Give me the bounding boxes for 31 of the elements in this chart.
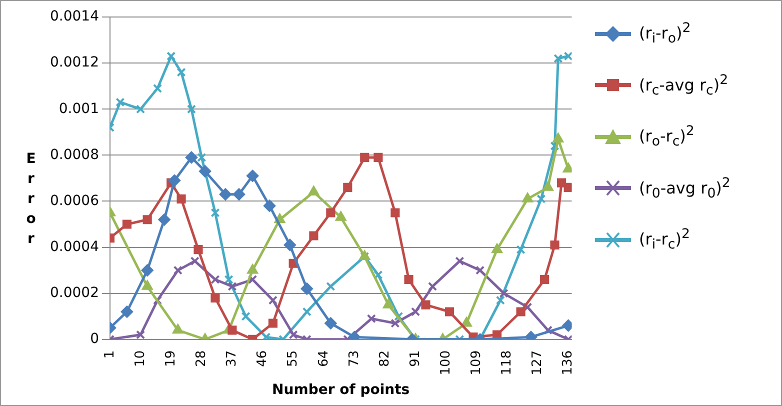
x-tick-label: 136 [560,350,576,376]
legend-label: (r$_{0}$-avg r$_{0}$)$^{2}$ [639,176,730,202]
x-tick-label: 1 [102,350,118,359]
y-tick-label: 0.0012 [50,54,99,71]
y-tick-label: 0.0008 [50,146,99,163]
y-tick-label: 0.0014 [50,8,100,25]
x-tick-label: 82 [377,350,392,367]
x-tick-label: 19 [163,350,178,367]
x-tick-label: 118 [500,350,515,376]
x-tick-label: 64 [316,350,332,367]
legend-label: (r$_{c}$-avg r$_{c}$)$^{2}$ [639,72,728,98]
x-tick-label: 73 [346,350,362,367]
x-tick-label: 37 [224,350,240,367]
y-tick-label: 0.0002 [50,284,99,301]
y-tick-label: 0.0004 [50,238,100,255]
x-tick-label: 109 [469,350,484,376]
y-axis-title: Error [23,151,39,251]
x-tick-label: 127 [530,350,546,376]
legend-label: (r$_{i}$-r$_{c}$)$^{2}$ [639,227,690,253]
x-tick-label: 100 [438,350,454,376]
x-tick-label: 91 [408,350,423,367]
y-tick-label: 0.001 [58,100,99,117]
x-tick-label: 10 [132,350,148,367]
x-axis-title: Number of points [272,382,410,398]
x-tick-label: 55 [286,350,301,367]
y-tick-label: 0 [90,331,99,348]
legend-label: (r$_{o}$-r$_{c}$)$^{2}$ [639,124,694,150]
y-tick-label: 0.0006 [50,192,100,209]
legend-label: (r$_{i}$-r$_{o}$)$^{2}$ [639,21,691,47]
x-tick-label: 46 [255,350,270,367]
x-tick-label: 28 [194,350,210,367]
